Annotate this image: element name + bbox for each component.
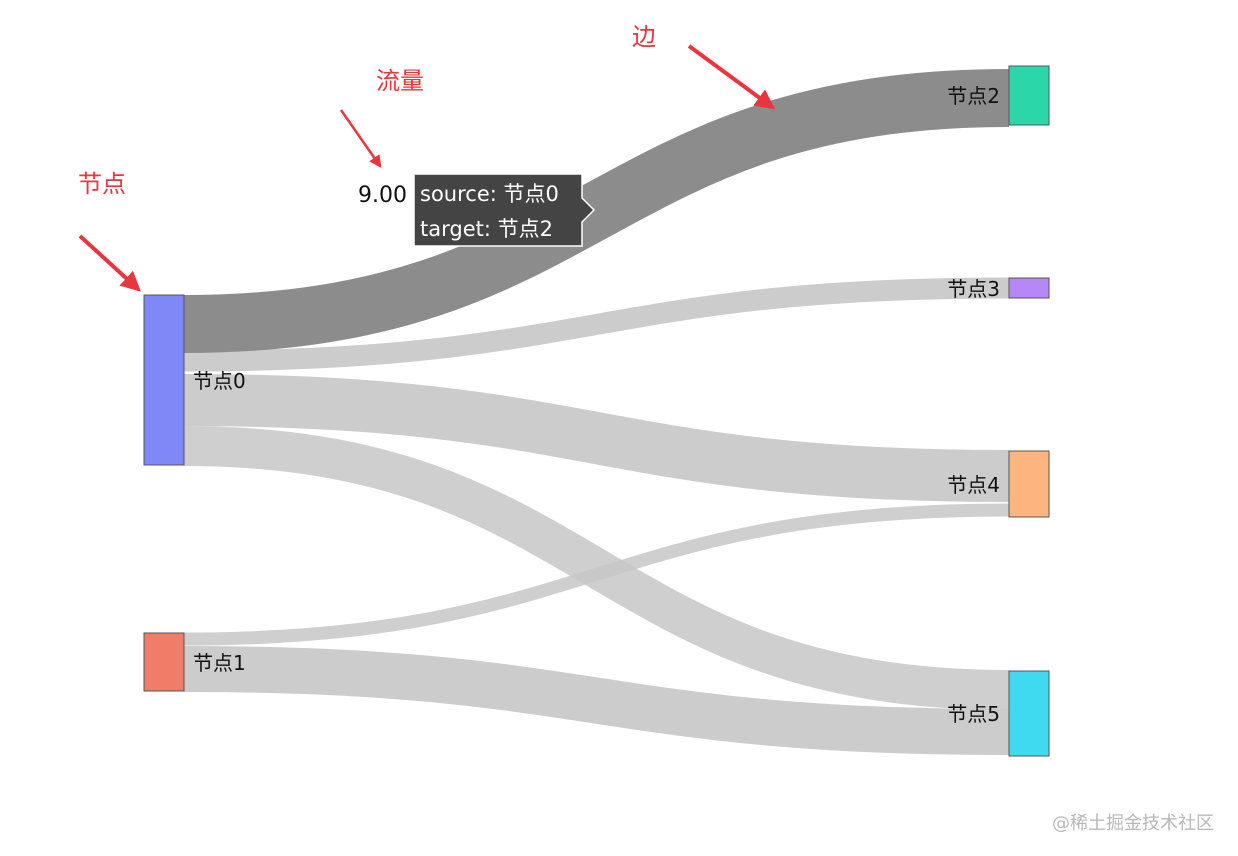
- link-node0-node3[interactable]: [183, 277, 1010, 372]
- links-layer: [183, 69, 1010, 755]
- node-0[interactable]: [143, 294, 185, 466]
- annotation-node-arrow: [78, 234, 141, 292]
- link-tooltip: 9.00 source: 节点0 target: 节点2: [358, 173, 596, 247]
- node-label-2: 节点2: [947, 84, 1000, 108]
- node-2[interactable]: [1008, 65, 1050, 126]
- node-4[interactable]: [1008, 450, 1050, 518]
- nodes-layer: 节点0 节点1 节点2 节点3 节点4 节点5: [143, 65, 1050, 757]
- link-node0-node2[interactable]: [183, 69, 1010, 353]
- node-label-1: 节点1: [193, 651, 246, 675]
- watermark: @稀土掘金技术社区: [1052, 813, 1214, 834]
- node-label-3: 节点3: [947, 277, 1000, 301]
- annotation-node-label: 节点: [78, 170, 126, 198]
- tooltip-source-line: source: 节点0: [420, 182, 559, 206]
- annotation-edge-label: 边: [632, 23, 656, 51]
- node-1[interactable]: [143, 632, 185, 692]
- link-node1-node5[interactable]: [183, 646, 1010, 755]
- annotations-layer: 节点 流量 边: [78, 23, 776, 292]
- node-label-5: 节点5: [947, 702, 1000, 726]
- node-3[interactable]: [1008, 277, 1050, 299]
- annotation-flow-label: 流量: [376, 67, 424, 95]
- tooltip-box: [413, 173, 596, 247]
- link-node0-node5[interactable]: [183, 426, 1010, 710]
- link-node0-node4[interactable]: [183, 374, 1010, 502]
- tooltip-target-line: target: 节点2: [420, 217, 553, 241]
- node-label-0: 节点0: [193, 369, 246, 393]
- annotation-edge-arrow: [687, 44, 776, 110]
- annotation-flow-arrow: [339, 109, 382, 169]
- tooltip-flow-value: 9.00: [358, 183, 407, 208]
- node-5[interactable]: [1008, 670, 1050, 757]
- node-label-4: 节点4: [947, 473, 1000, 497]
